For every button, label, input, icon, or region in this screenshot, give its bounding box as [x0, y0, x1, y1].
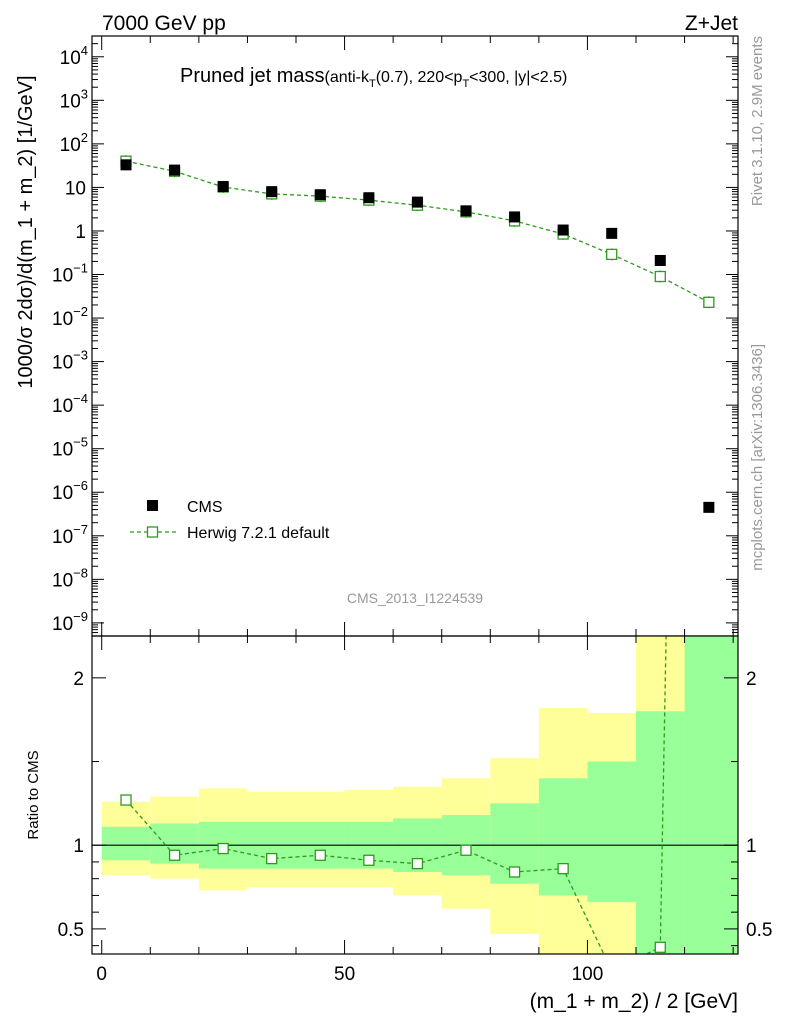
cms-data-point — [120, 159, 132, 171]
x-tick-label: 50 — [334, 964, 355, 985]
ratio-band-inner-bin — [538, 778, 588, 896]
title-cuts-b-sub: T — [462, 78, 469, 90]
title-cuts-b: (0.7), 220<p — [376, 69, 463, 86]
ratio-band-inner-bin — [101, 826, 151, 861]
ratio-y-tick-label-right: 0.5 — [746, 920, 772, 941]
ratio-point — [460, 844, 472, 856]
ratio-y-tick-label-left: 0.5 — [58, 920, 84, 941]
cms-data-point — [460, 205, 472, 217]
header-left-label: 7000 GeV pp — [102, 12, 226, 35]
ratio-y-tick-label-left: 1 — [73, 836, 84, 857]
title-cuts-c: <300, |y|<2.5) — [469, 69, 567, 86]
mcplots-label: mcplots.cern.ch [arXiv:1306.3436] — [749, 344, 766, 571]
x-axis-label: (m_1 + m_2) / 2 [GeV] — [530, 990, 738, 1013]
title-main: Pruned jet mass — [180, 65, 325, 87]
ratio-point — [168, 849, 181, 861]
y-tick-label: 10−6 — [52, 478, 88, 504]
y-tick-label: 10−1 — [52, 261, 88, 287]
x-tick-label: 100 — [572, 964, 604, 985]
legend-cms-marker — [147, 500, 158, 511]
cms-data-point — [314, 189, 326, 201]
x-tick-label: 0 — [96, 964, 107, 985]
ratio-point — [217, 842, 229, 855]
herwig-point — [606, 248, 618, 261]
ratio-series-tail — [659, 636, 667, 948]
ratio-point — [120, 794, 132, 806]
ratio-plot-frame — [91, 635, 739, 955]
title-cuts-a-sub: T — [369, 78, 376, 90]
y-tick-label: 102 — [60, 130, 88, 156]
main-y-axis-label: 1000/σ 2dσ)/d(m_1 + m_2) [1/GeV] — [15, 75, 37, 388]
cms-data-point — [217, 180, 229, 192]
ratio-y-tick-label-left: 2 — [73, 669, 84, 690]
legend-herwig-label: Herwig 7.2.1 default — [187, 525, 330, 542]
ratio-series-line — [125, 799, 661, 954]
ratio-point — [508, 866, 521, 878]
y-tick-label: 10−3 — [52, 348, 88, 374]
cms-data-point — [509, 211, 521, 223]
header-right-label: Z+Jet — [685, 12, 738, 35]
cms-data-point — [411, 196, 423, 208]
y-tick-label: 10 — [65, 178, 86, 199]
main-plot-title: Pruned jet mass(anti-kT(0.7), 220<pT<300… — [180, 65, 567, 90]
y-tick-label: 10−7 — [52, 522, 88, 548]
analysis-watermark: CMS_2013_I1224539 — [347, 590, 483, 606]
y-tick-label: 10−4 — [52, 391, 88, 417]
ratio-point — [363, 854, 375, 866]
ratio-y-tick-label-right: 1 — [746, 836, 757, 857]
cms-data-point — [606, 227, 618, 239]
y-tick-label: 10−5 — [52, 435, 88, 461]
herwig-point — [703, 296, 715, 308]
ratio-point — [654, 941, 666, 953]
y-tick-label: 10−8 — [52, 565, 88, 591]
ratio-point — [314, 849, 326, 861]
cms-data-point — [363, 192, 375, 204]
y-tick-label: 104 — [60, 43, 88, 69]
ratio-point — [411, 857, 424, 870]
herwig-point — [654, 270, 666, 283]
legend-cms-label: CMS — [187, 499, 223, 516]
cms-data-point — [266, 186, 278, 198]
title-cuts-a: (anti-k — [325, 69, 370, 86]
legend-herwig-marker — [146, 526, 159, 538]
cms-data-point — [703, 501, 715, 513]
y-tick-label: 103 — [60, 86, 88, 112]
legend: CMS Herwig 7.2.1 default — [130, 499, 330, 542]
y-tick-label: 10−2 — [52, 304, 88, 330]
cms-data-point — [557, 224, 569, 236]
ratio-plot-area: 0.5 0.5 1 1 2 2 — [58, 636, 772, 954]
ratio-y-tick-label-right: 2 — [746, 669, 757, 690]
ratio-point — [266, 852, 278, 865]
rivet-version-label: Rivet 3.1.10, 2.9M events — [749, 36, 766, 206]
ratio-series-group — [120, 636, 667, 954]
ratio-band-inner-bin — [587, 761, 636, 903]
y-tick-label: 1 — [75, 222, 86, 243]
herwig-series-line — [125, 160, 710, 303]
main-plot-area: 10−9 10−8 10−7 10−6 10−5 10−4 10−3 10−2 10−1 1 10 1… — [52, 35, 738, 637]
main-plot-frame — [91, 35, 739, 637]
ratio-band-inner-bin — [636, 711, 685, 954]
y-tick-label: 10−9 — [52, 609, 88, 635]
cms-data-point — [654, 254, 666, 266]
ratio-y-axis-label: Ratio to CMS — [25, 750, 42, 839]
ratio-band-inner-bin — [684, 636, 738, 954]
ratio-point — [557, 862, 569, 875]
cms-data-point — [169, 164, 181, 176]
